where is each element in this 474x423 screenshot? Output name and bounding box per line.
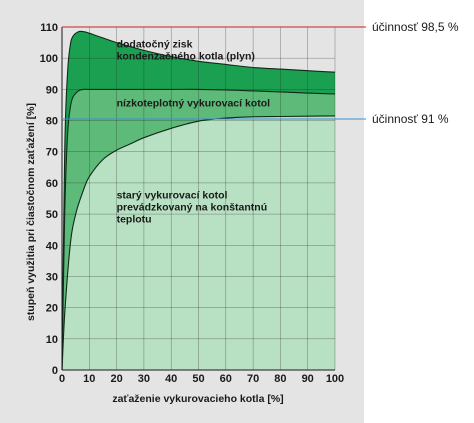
- x-tick-label-90: 90: [302, 373, 314, 385]
- y-tick-label-30: 30: [46, 271, 58, 283]
- y-tick-label-0: 0: [52, 365, 58, 377]
- x-tick-label-100: 100: [326, 373, 344, 385]
- x-axis-title: zaťaženie vykurovacieho kotla [%]: [112, 393, 283, 405]
- x-tick-label-20: 20: [110, 373, 122, 385]
- x-tick-label-40: 40: [165, 373, 177, 385]
- efficiency-98-5-callout: účinnosť 98,5 %: [372, 20, 459, 34]
- x-tick-label-50: 50: [192, 373, 204, 385]
- y-tick-label-80: 80: [46, 116, 58, 128]
- condensing-gain-label-line-1: dodatočný zisk: [117, 38, 193, 50]
- y-tick-label-90: 90: [46, 84, 58, 96]
- y-tick-label-60: 60: [46, 178, 58, 190]
- old-boiler-label-line-1: starý vykurovací kotol: [117, 190, 228, 202]
- y-tick-label-10: 10: [46, 334, 58, 346]
- condensing-gain-curve: [61, 30, 336, 371]
- condensing-gain-label-line-2: kondenzačného kotla (plyn): [117, 50, 255, 62]
- y-axis-title: stupeň využitia pri čiastočnom zaťažení …: [25, 103, 37, 321]
- low-temperature-boiler-curve: [61, 88, 336, 371]
- y-tick-label-110: 110: [40, 22, 58, 34]
- y-tick-label-70: 70: [46, 147, 58, 159]
- low-temperature-boiler-label-line-1: nízkoteplotný vykurovací kotol: [117, 98, 271, 110]
- y-tick-label-100: 100: [40, 53, 58, 65]
- y-tick-label-20: 20: [46, 303, 58, 315]
- x-tick-label-0: 0: [59, 373, 65, 385]
- x-tick-label-80: 80: [274, 373, 286, 385]
- old-boiler-label-line-2: prevádzkovaný na konštantnú: [117, 202, 268, 214]
- y-tick-label-50: 50: [46, 209, 58, 221]
- x-tick-label-70: 70: [247, 373, 259, 385]
- old-boiler-label-line-3: teplotu: [117, 214, 152, 226]
- old-boiler-curve: [61, 115, 336, 371]
- x-tick-label-10: 10: [83, 373, 95, 385]
- y-tick-label-40: 40: [46, 240, 58, 252]
- x-tick-label-30: 30: [138, 373, 150, 385]
- efficiency-91-callout: účinnosť 91 %: [372, 112, 449, 126]
- x-tick-label-60: 60: [220, 373, 232, 385]
